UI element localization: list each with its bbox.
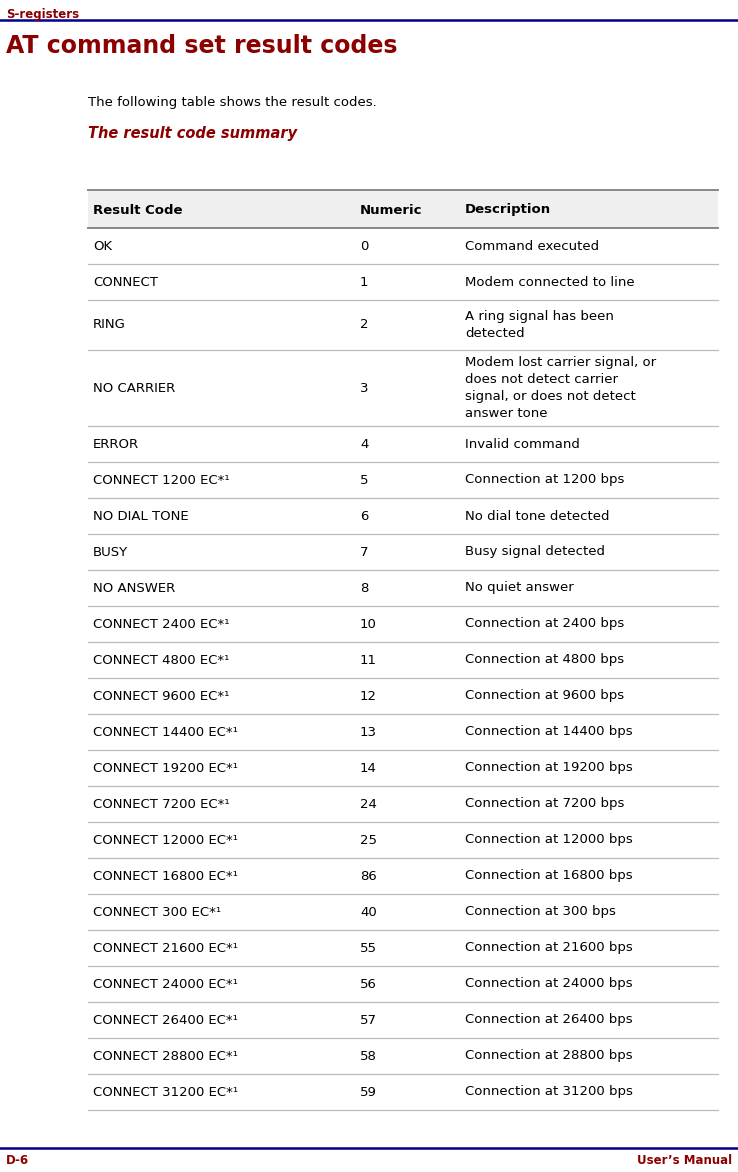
Text: 10: 10 <box>360 618 377 631</box>
Text: 14: 14 <box>360 762 377 775</box>
Text: The following table shows the result codes.: The following table shows the result cod… <box>88 96 377 109</box>
Text: S-registers: S-registers <box>6 8 79 21</box>
Text: 2: 2 <box>360 319 368 332</box>
Text: CONNECT 12000 EC*¹: CONNECT 12000 EC*¹ <box>93 833 238 846</box>
Text: Connection at 16800 bps: Connection at 16800 bps <box>465 870 632 883</box>
Text: Connection at 12000 bps: Connection at 12000 bps <box>465 833 632 846</box>
Text: 7: 7 <box>360 545 368 559</box>
Text: 24: 24 <box>360 797 377 811</box>
Text: 11: 11 <box>360 654 377 667</box>
Text: Invalid command: Invalid command <box>465 437 580 450</box>
Text: ERROR: ERROR <box>93 437 139 450</box>
Text: 57: 57 <box>360 1014 377 1027</box>
Text: 13: 13 <box>360 725 377 738</box>
Text: Result Code: Result Code <box>93 204 182 217</box>
Text: Connection at 31200 bps: Connection at 31200 bps <box>465 1085 633 1098</box>
Text: CONNECT 31200 EC*¹: CONNECT 31200 EC*¹ <box>93 1085 238 1098</box>
Text: 4: 4 <box>360 437 368 450</box>
Text: A ring signal has been
detected: A ring signal has been detected <box>465 311 614 340</box>
Text: NO ANSWER: NO ANSWER <box>93 581 175 594</box>
Text: User’s Manual: User’s Manual <box>637 1153 732 1166</box>
Text: The result code summary: The result code summary <box>88 127 297 141</box>
Text: CONNECT 4800 EC*¹: CONNECT 4800 EC*¹ <box>93 654 230 667</box>
Text: AT command set result codes: AT command set result codes <box>6 34 398 57</box>
Text: Command executed: Command executed <box>465 239 599 252</box>
Text: CONNECT 2400 EC*¹: CONNECT 2400 EC*¹ <box>93 618 230 631</box>
Text: Busy signal detected: Busy signal detected <box>465 545 605 559</box>
Text: No quiet answer: No quiet answer <box>465 581 573 594</box>
Text: Connection at 26400 bps: Connection at 26400 bps <box>465 1014 632 1027</box>
Text: CONNECT 24000 EC*¹: CONNECT 24000 EC*¹ <box>93 977 238 990</box>
Text: Connection at 9600 bps: Connection at 9600 bps <box>465 689 624 702</box>
Text: CONNECT 7200 EC*¹: CONNECT 7200 EC*¹ <box>93 797 230 811</box>
Text: No dial tone detected: No dial tone detected <box>465 510 610 523</box>
Text: CONNECT 300 EC*¹: CONNECT 300 EC*¹ <box>93 906 221 919</box>
Text: 56: 56 <box>360 977 377 990</box>
Text: 55: 55 <box>360 941 377 954</box>
Text: Connection at 21600 bps: Connection at 21600 bps <box>465 941 632 954</box>
Text: 86: 86 <box>360 870 377 883</box>
Text: Connection at 14400 bps: Connection at 14400 bps <box>465 725 632 738</box>
Text: 1: 1 <box>360 275 368 288</box>
Text: CONNECT 21600 EC*¹: CONNECT 21600 EC*¹ <box>93 941 238 954</box>
Text: Modem lost carrier signal, or
does not detect carrier
signal, or does not detect: Modem lost carrier signal, or does not d… <box>465 356 656 420</box>
Text: CONNECT 26400 EC*¹: CONNECT 26400 EC*¹ <box>93 1014 238 1027</box>
Text: Description: Description <box>465 204 551 217</box>
Text: 6: 6 <box>360 510 368 523</box>
Text: Connection at 4800 bps: Connection at 4800 bps <box>465 654 624 667</box>
Text: 58: 58 <box>360 1049 377 1063</box>
Text: Connection at 1200 bps: Connection at 1200 bps <box>465 473 624 486</box>
Text: 59: 59 <box>360 1085 377 1098</box>
Text: CONNECT 1200 EC*¹: CONNECT 1200 EC*¹ <box>93 473 230 486</box>
Text: CONNECT 9600 EC*¹: CONNECT 9600 EC*¹ <box>93 689 230 702</box>
Text: 5: 5 <box>360 473 368 486</box>
Text: 40: 40 <box>360 906 377 919</box>
Text: NO CARRIER: NO CARRIER <box>93 382 175 395</box>
Text: 12: 12 <box>360 689 377 702</box>
Text: BUSY: BUSY <box>93 545 128 559</box>
Text: CONNECT 14400 EC*¹: CONNECT 14400 EC*¹ <box>93 725 238 738</box>
Text: Connection at 7200 bps: Connection at 7200 bps <box>465 797 624 811</box>
Text: 0: 0 <box>360 239 368 252</box>
Text: CONNECT 19200 EC*¹: CONNECT 19200 EC*¹ <box>93 762 238 775</box>
Text: 25: 25 <box>360 833 377 846</box>
Text: CONNECT: CONNECT <box>93 275 158 288</box>
Text: Connection at 28800 bps: Connection at 28800 bps <box>465 1049 632 1063</box>
Text: RING: RING <box>93 319 126 332</box>
Bar <box>88 190 718 229</box>
Text: Connection at 300 bps: Connection at 300 bps <box>465 906 616 919</box>
Text: OK: OK <box>93 239 112 252</box>
Text: NO DIAL TONE: NO DIAL TONE <box>93 510 189 523</box>
Text: Connection at 19200 bps: Connection at 19200 bps <box>465 762 632 775</box>
Text: Numeric: Numeric <box>360 204 422 217</box>
Text: D-6: D-6 <box>6 1153 29 1166</box>
Text: CONNECT 16800 EC*¹: CONNECT 16800 EC*¹ <box>93 870 238 883</box>
Text: Connection at 2400 bps: Connection at 2400 bps <box>465 618 624 631</box>
Text: 8: 8 <box>360 581 368 594</box>
Text: 3: 3 <box>360 382 368 395</box>
Text: CONNECT 28800 EC*¹: CONNECT 28800 EC*¹ <box>93 1049 238 1063</box>
Text: Connection at 24000 bps: Connection at 24000 bps <box>465 977 632 990</box>
Text: Modem connected to line: Modem connected to line <box>465 275 635 288</box>
